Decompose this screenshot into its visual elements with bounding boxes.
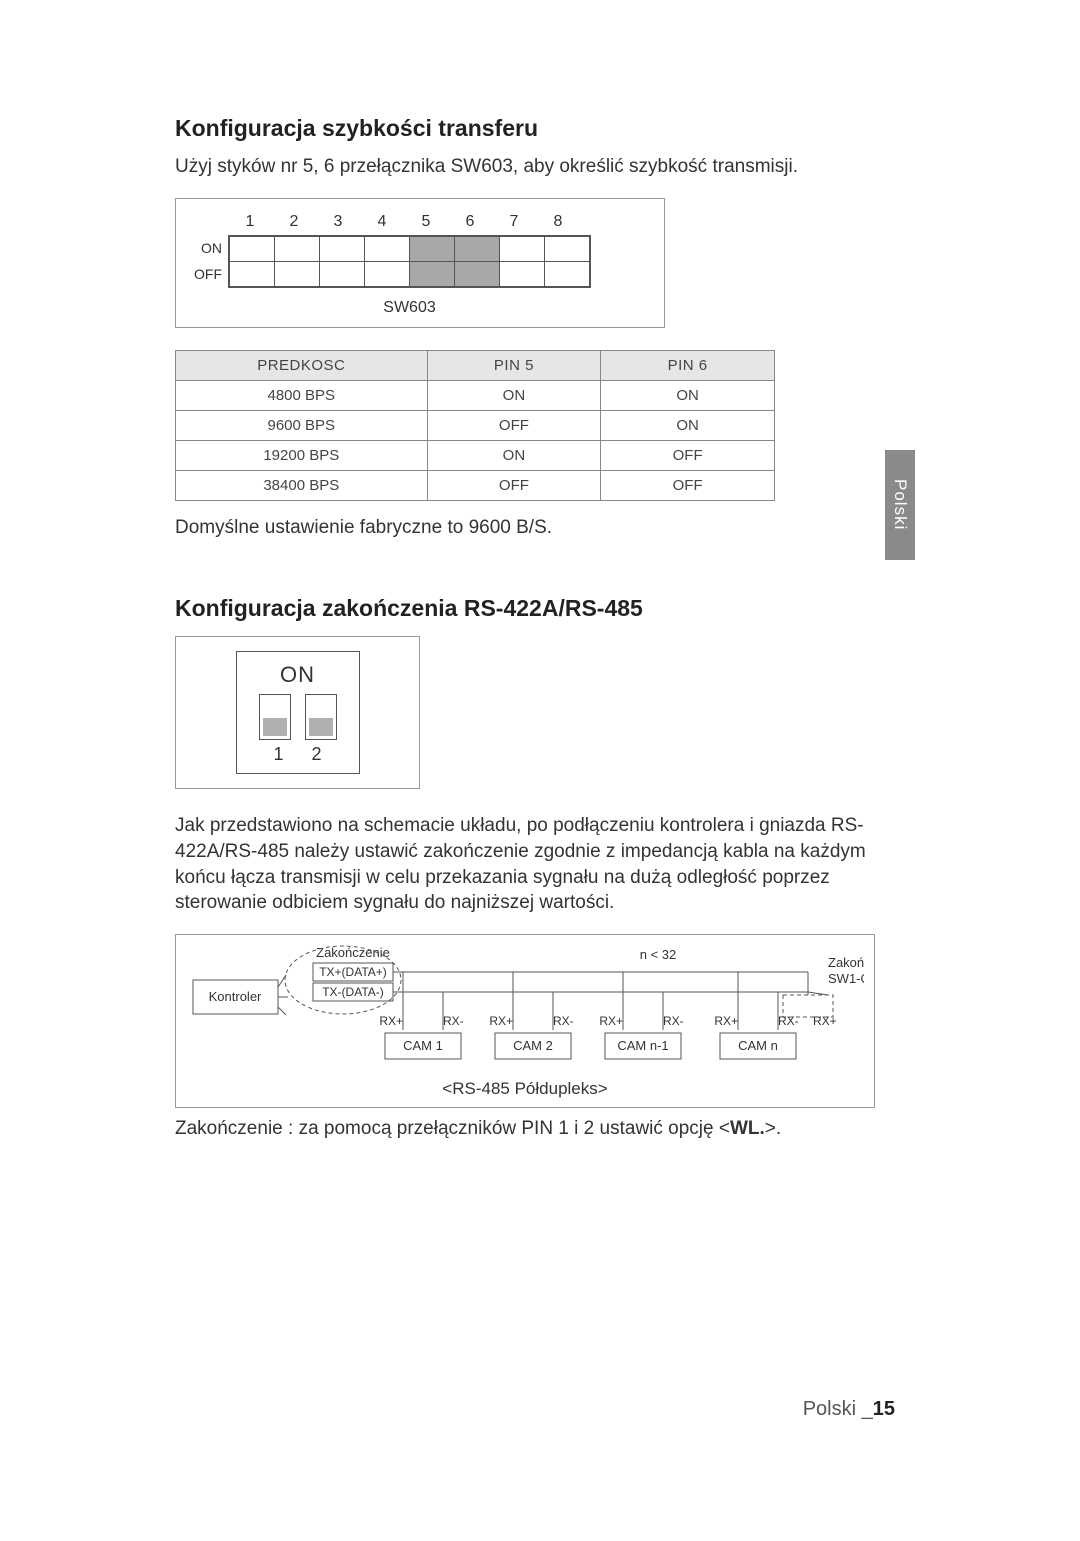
table-row: 38400 BPSOFFOFF — [176, 470, 775, 500]
sw2-on-label: ON — [259, 662, 337, 688]
speed-table-header: PIN 6 — [601, 350, 775, 380]
svg-text:TX-(DATA-): TX-(DATA-) — [322, 985, 384, 999]
sw603-col-num: 5 — [404, 213, 448, 231]
svg-text:Kontroler: Kontroler — [209, 989, 262, 1004]
svg-text:RX-: RX- — [443, 1014, 464, 1028]
sw603-col-num: 1 — [228, 213, 272, 231]
rs485-caption: <RS-485 Półdupleks> — [188, 1079, 862, 1099]
svg-text:RX+: RX+ — [813, 1014, 837, 1028]
heading-termination: Konfiguracja zakończenia RS-422A/RS-485 — [175, 595, 910, 622]
table-row: 4800 BPSONON — [176, 380, 775, 410]
sw603-col-num: 4 — [360, 213, 404, 231]
svg-text:RX+: RX+ — [714, 1014, 738, 1028]
speed-table: PREDKOSCPIN 5PIN 6 4800 BPSONON9600 BPSO… — [175, 350, 775, 501]
intro-transfer-speed: Użyj styków nr 5, 6 przełącznika SW603, … — [175, 154, 910, 180]
svg-text:CAM n-1: CAM n-1 — [617, 1038, 668, 1053]
sw603-col-num: 8 — [536, 213, 580, 231]
sw2-num-1: 1 — [273, 744, 283, 765]
sw603-label: SW603 — [228, 299, 591, 317]
sw603-col-num: 3 — [316, 213, 360, 231]
svg-text:RX+: RX+ — [379, 1014, 403, 1028]
svg-text:Zakończenie: Zakończenie — [828, 955, 864, 970]
svg-text:RX+: RX+ — [599, 1014, 623, 1028]
sw2-diagram: ON 1 2 — [175, 636, 420, 789]
svg-text:SW1-ON: SW1-ON — [828, 971, 864, 986]
sw603-col-num: 2 — [272, 213, 316, 231]
svg-text:TX+(DATA+): TX+(DATA+) — [319, 965, 387, 979]
sw603-col-num: 6 — [448, 213, 492, 231]
sw603-row-on: ON — [194, 235, 222, 261]
svg-text:RX-: RX- — [553, 1014, 574, 1028]
svg-text:RX-: RX- — [663, 1014, 684, 1028]
termination-paragraph: Jak przedstawiono na schemacie układu, p… — [175, 813, 910, 916]
svg-text:CAM n: CAM n — [738, 1038, 778, 1053]
sw603-col-num: 7 — [492, 213, 536, 231]
page-footer: Polski _15 — [803, 1398, 895, 1421]
speed-table-header: PREDKOSC — [176, 350, 428, 380]
heading-transfer-speed: Konfiguracja szybkości transferu — [175, 115, 910, 142]
svg-text:CAM 1: CAM 1 — [403, 1038, 443, 1053]
speed-table-header: PIN 5 — [427, 350, 601, 380]
rs485-diagram: Kontroler Zakończenie TX+(DATA+) TX-(DATA-)… — [175, 934, 875, 1108]
svg-text:RX+: RX+ — [489, 1014, 513, 1028]
termination-line: Zakończenie : za pomocą przełączników PI… — [175, 1118, 910, 1140]
sw2-pin-1 — [259, 694, 291, 740]
sw603-row-off: OFF — [194, 261, 222, 287]
sw2-num-2: 2 — [312, 744, 322, 765]
outro-default-speed: Domyślne ustawienie fabryczne to 9600 B/… — [175, 515, 910, 541]
svg-text:n < 32: n < 32 — [640, 947, 677, 962]
table-row: 9600 BPSOFFON — [176, 410, 775, 440]
sw2-pin-2 — [305, 694, 337, 740]
svg-text:RX-: RX- — [778, 1014, 799, 1028]
table-row: 19200 BPSONOFF — [176, 440, 775, 470]
svg-text:CAM 2: CAM 2 — [513, 1038, 553, 1053]
sw603-diagram: ON OFF 12345678 SW603 — [175, 198, 665, 328]
